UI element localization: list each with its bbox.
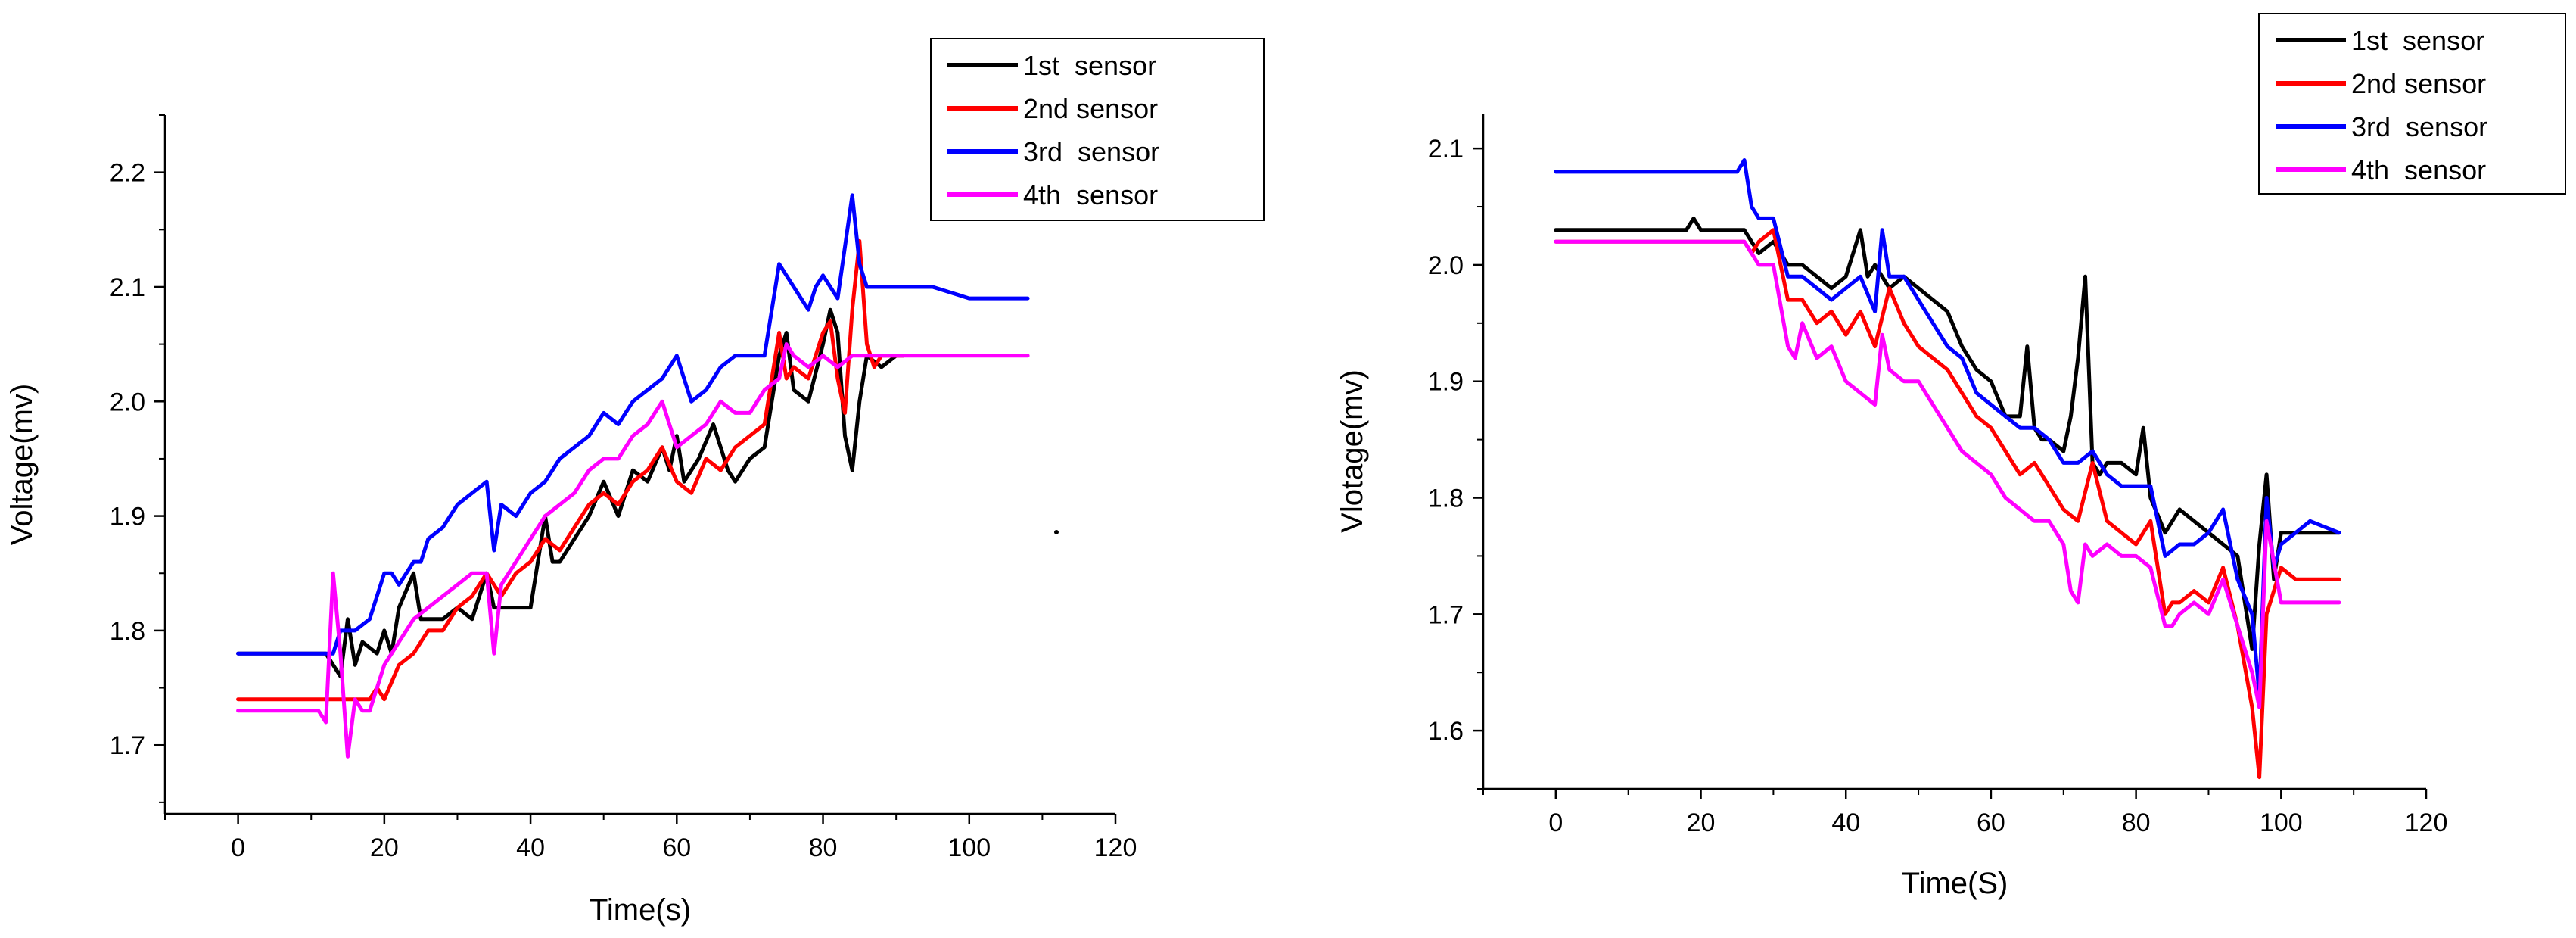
- y-tick-label: 1.9: [1428, 368, 1464, 397]
- left-voltage-chart: 0 20 40 60 80 100 120 1.7 1.8 1.9 2.0 2.1 2.2 Time(s)…: [5, 38, 1265, 927]
- y-tick-label: 2.0: [110, 388, 145, 416]
- y-tick-label: 2.2: [110, 159, 145, 188]
- x-tick-label: 40: [1831, 809, 1860, 837]
- y-axis-title: Vlotage(mv): [1336, 369, 1369, 533]
- series-line-4: [1554, 239, 2341, 709]
- x-tick-label: 40: [516, 834, 545, 862]
- y-tick-label: 1.6: [1428, 717, 1464, 746]
- x-tick-label: 20: [370, 834, 399, 862]
- series-line-2: [236, 238, 906, 702]
- x-tick-label: 120: [1094, 834, 1137, 862]
- x-tick-label: 100: [2260, 809, 2303, 837]
- y-tick-label: 1.8: [1428, 485, 1464, 513]
- x-tick-label: 0: [231, 834, 245, 862]
- series-line-3: [236, 193, 1030, 656]
- x-tick-label: 80: [809, 834, 838, 862]
- legend-label: 1st sensor: [1023, 50, 1156, 81]
- legend-label: 3rd sensor: [1023, 136, 1159, 167]
- legend-label: 3rd sensor: [2351, 111, 2487, 142]
- x-axis-title: Time(S): [1902, 867, 2008, 900]
- right-voltage-chart: 0 20 40 60 80 100 120 1.6 1.7 1.8 1.9 2.0 2.1 Time(S)…: [1336, 13, 2566, 900]
- y-tick-label: 2.1: [1428, 135, 1464, 164]
- x-tick-label: 80: [2122, 809, 2151, 837]
- x-tick-label: 60: [1977, 809, 2005, 837]
- legend-label: 2nd sensor: [1023, 93, 1158, 124]
- series-line-3: [1554, 158, 2341, 698]
- x-tick-label: 20: [1687, 809, 1716, 837]
- y-tick-label: 1.9: [110, 503, 145, 531]
- legend: 1st sensor 2nd sensor 3rd sensor 4th sensor: [930, 38, 1265, 221]
- x-axis-title: Time(s): [590, 893, 691, 927]
- y-tick-label: 1.7: [110, 731, 145, 760]
- stray-dot: [1054, 530, 1059, 534]
- y-tick-label: 2.1: [110, 273, 145, 302]
- y-axis-title: Voltage(mv): [5, 384, 39, 545]
- legend-label: 1st sensor: [2351, 25, 2484, 56]
- x-tick-label: 60: [662, 834, 691, 862]
- legend-box: [2258, 13, 2566, 195]
- x-tick-label: 120: [2405, 809, 2448, 837]
- legend-label: 4th sensor: [1023, 179, 1158, 210]
- series-line-1: [1554, 216, 2341, 651]
- legend-box: [930, 38, 1265, 221]
- legend-label: 4th sensor: [2351, 154, 2486, 185]
- x-tick-label: 100: [947, 834, 991, 862]
- series-line-4: [236, 342, 1030, 759]
- x-tick-label: 0: [1548, 809, 1563, 837]
- y-tick-label: 2.0: [1428, 251, 1464, 280]
- y-tick-label: 1.8: [110, 617, 145, 646]
- legend: 1st sensor 2nd sensor 3rd sensor 4th sensor: [2258, 13, 2566, 195]
- y-tick-label: 1.7: [1428, 600, 1464, 629]
- legend-label: 2nd sensor: [2351, 68, 2486, 99]
